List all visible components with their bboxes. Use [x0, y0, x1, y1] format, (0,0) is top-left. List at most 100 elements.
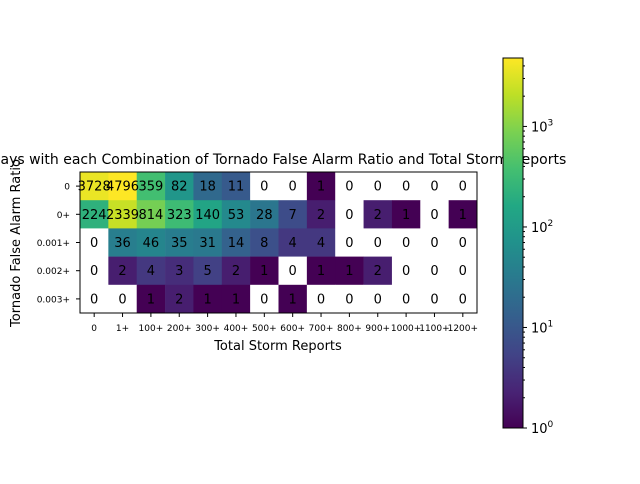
x-tick-label: 200+ — [167, 324, 192, 334]
cell-value-label: 359 — [138, 180, 163, 195]
cell-value-label: 0 — [345, 236, 353, 251]
cell-value-label: 0 — [459, 180, 467, 195]
cell-value-label: 11 — [228, 180, 245, 195]
cell-value-label: 0 — [402, 180, 410, 195]
cell-value-label: 0 — [90, 264, 98, 279]
y-tick-label: 0.002+ — [37, 267, 70, 277]
heatmap-cell — [80, 256, 109, 286]
cell-value-label: 0 — [345, 180, 353, 195]
x-tick-label: 1000+ — [391, 324, 421, 334]
heatmap-cell — [193, 284, 223, 314]
y-tick-label: 0.003+ — [37, 295, 70, 305]
cell-value-label: 2339 — [106, 208, 139, 223]
heatmap-cell — [306, 256, 336, 286]
cell-value-label: 0 — [430, 264, 438, 279]
x-tick-label: 300+ — [195, 324, 220, 334]
heatmap-cell — [193, 228, 223, 257]
cell-value-label: 0 — [459, 292, 467, 307]
heatmap-cell — [136, 256, 166, 286]
cell-value-label: 0 — [402, 264, 410, 279]
heatmap-cell — [193, 172, 223, 201]
x-tick-label: 400+ — [224, 324, 249, 334]
x-axis-ticks: 0 1+ 100+ 200+ 300+ 400+ 500+ 600+ 700+ 800+ 900+ 1… — [91, 313, 478, 334]
cell-value-label: 18 — [199, 180, 216, 195]
heatmap-cell — [80, 228, 109, 257]
x-tick-label: 900+ — [365, 324, 390, 334]
heatmap-cell — [335, 284, 364, 314]
cell-value-label: 0 — [118, 292, 126, 307]
cell-value-label: 1 — [402, 208, 410, 223]
x-tick-label: 0 — [91, 324, 97, 334]
heatmap-cell — [221, 228, 251, 257]
heatmap-cell — [363, 256, 393, 286]
cell-value-label: 0 — [430, 236, 438, 251]
cell-value-label: 1 — [345, 264, 353, 279]
cell-value-label: 8 — [260, 236, 268, 251]
heatmap-cell — [221, 200, 251, 229]
heatmap-cell — [108, 284, 138, 314]
heatmap-cells — [80, 172, 478, 314]
cell-value-label: 0 — [317, 292, 325, 307]
cell-value-label: 4 — [147, 264, 155, 279]
heatmap-cell — [250, 284, 279, 314]
cell-value-label: 0 — [459, 264, 467, 279]
cell-value-label: 2 — [118, 264, 126, 279]
x-tick-label: 1200+ — [448, 324, 478, 334]
heatmap-cell — [80, 284, 109, 314]
cell-value-label: 0 — [260, 180, 268, 195]
cell-value-label: 53 — [228, 208, 245, 223]
x-tick-label: 100+ — [139, 324, 164, 334]
heatmap-cell — [391, 228, 421, 257]
y-axis-ticks: 0 0+ 0.001+ 0.002+ 0.003+ — [37, 183, 80, 305]
cell-value-label: 0 — [90, 292, 98, 307]
x-tick-label: 500+ — [252, 324, 277, 334]
x-tick-label: 800+ — [337, 324, 362, 334]
cell-value-label: 1 — [459, 208, 467, 223]
heatmap-cell — [363, 200, 393, 229]
y-tick-label: 0 — [64, 183, 70, 193]
heatmap-cell — [136, 172, 166, 201]
y-tick-label: 0.001+ — [37, 239, 70, 249]
cell-value-label: 0 — [289, 264, 297, 279]
cell-value-label: 31 — [199, 236, 216, 251]
x-tick-label: 1100+ — [419, 324, 449, 334]
cell-value-label: 224 — [82, 208, 107, 223]
cell-value-label: 0 — [459, 236, 467, 251]
colorbar: 100 101 102 103 — [502, 57, 554, 437]
heatmap-cell — [306, 172, 336, 201]
heatmap-cell — [363, 172, 393, 201]
cell-value-label: 4 — [317, 236, 325, 251]
heatmap-cell — [363, 228, 393, 257]
heatmap-cell — [448, 172, 478, 201]
heatmap-cell — [136, 200, 166, 229]
heatmap-cell — [80, 172, 109, 201]
cell-value-label: 0 — [402, 292, 410, 307]
y-tick-label: 0+ — [57, 211, 70, 221]
cell-value-label: 0 — [402, 236, 410, 251]
heatmap-cell — [306, 284, 336, 314]
cell-value-label: 1 — [260, 264, 268, 279]
cell-value-label: 0 — [374, 236, 382, 251]
heatmap-cell — [391, 284, 421, 314]
heatmap-cell — [193, 256, 223, 286]
heatmap-cell — [448, 284, 478, 314]
heatmap-cell — [335, 228, 364, 257]
heatmap-cell — [136, 228, 166, 257]
heatmap-cell — [306, 228, 336, 257]
cell-value-label: 1 — [232, 292, 240, 307]
cell-value-label: 14 — [228, 236, 245, 251]
heatmap-cell — [165, 172, 194, 201]
heatmap-cell — [278, 256, 308, 286]
chart-title: Days with each Combination of Tornado Fa… — [0, 152, 566, 168]
heatmap-cell — [420, 172, 449, 201]
x-tick-label: 1+ — [116, 324, 129, 334]
cell-value-label: 7 — [289, 208, 297, 223]
cell-value-label: 0 — [430, 208, 438, 223]
heatmap-cell — [193, 200, 223, 229]
cell-value-label: 0 — [345, 208, 353, 223]
x-axis-label: Total Storm Reports — [213, 339, 342, 354]
cell-value-label: 2 — [232, 264, 240, 279]
colorbar-tick-label: 102 — [531, 219, 553, 236]
colorbar-tick-label: 101 — [531, 319, 553, 336]
